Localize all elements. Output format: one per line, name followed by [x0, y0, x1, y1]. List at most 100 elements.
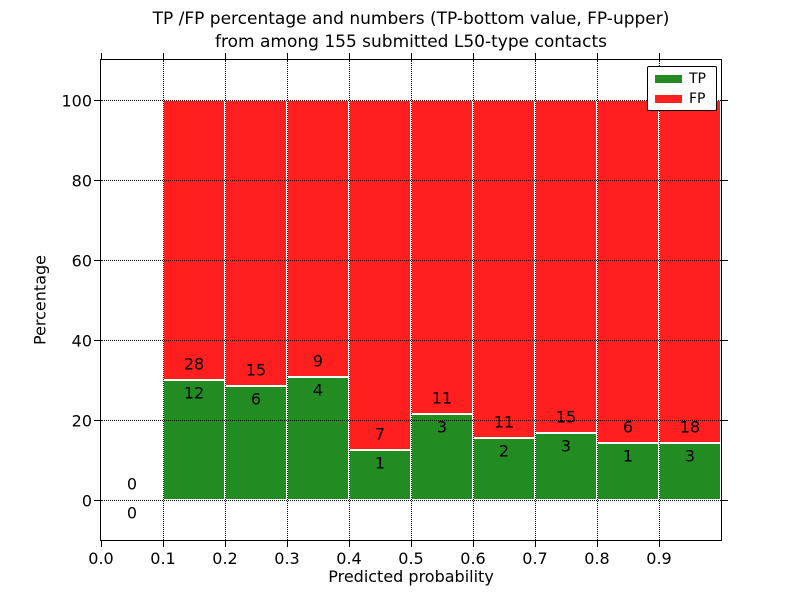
y-tick-mark-right — [722, 340, 728, 341]
y-tick-mark-left — [94, 260, 100, 261]
x-tick-mark-top — [225, 53, 226, 59]
grid-line-v — [659, 60, 660, 540]
legend-label-tp: TP — [689, 70, 706, 87]
bar-count-label-fp: 28 — [183, 354, 205, 374]
y-tick-mark-right — [722, 100, 728, 101]
y-tick-mark-left — [94, 100, 100, 101]
bar-segment-fp — [349, 100, 411, 450]
bar-count-label-tp: 2 — [498, 441, 510, 461]
y-tick-mark-right — [722, 260, 728, 261]
chart-title-line2: from among 155 submitted L50-type contac… — [215, 32, 607, 52]
y-tick-mark-left — [94, 340, 100, 341]
y-tick-label: 100 — [61, 91, 92, 111]
bar-segment-tp — [349, 450, 411, 500]
bar-count-label-fp: 11 — [493, 412, 515, 432]
x-tick-mark-top — [659, 53, 660, 59]
x-tick-mark-top — [163, 53, 164, 59]
x-tick-mark-top — [411, 53, 412, 59]
bar-segment-tp — [535, 433, 597, 500]
legend-swatch-tp — [655, 74, 682, 83]
bar-count-label-fp: 15 — [555, 407, 577, 427]
y-tick-mark-left — [94, 420, 100, 421]
bar-count-label-tp: 4 — [312, 380, 324, 400]
x-tick-mark-bottom — [411, 541, 412, 547]
grid-line-v — [163, 60, 164, 540]
grid-line-v — [473, 60, 474, 540]
x-tick-mark-bottom — [287, 541, 288, 547]
bar-count-label-fp: 15 — [245, 360, 267, 380]
bar-count-label-fp: 18 — [679, 417, 701, 437]
bar-segment-fp — [659, 100, 721, 443]
bar-segment-fp — [163, 100, 225, 380]
y-tick-label: 40 — [71, 331, 92, 351]
x-tick-mark-bottom — [225, 541, 226, 547]
x-axis-label: Predicted probability — [328, 567, 494, 586]
bar-count-label-tp: 3 — [436, 417, 448, 437]
x-tick-mark-bottom — [473, 541, 474, 547]
bar-count-label-tp: 3 — [560, 436, 572, 456]
grid-line-v — [597, 60, 598, 540]
bar-segment-fp — [411, 100, 473, 415]
x-tick-label: 0.0 — [88, 549, 114, 568]
bar-count-label-fp: 9 — [312, 351, 324, 371]
bar-segment-fp — [473, 100, 535, 439]
x-tick-mark-bottom — [597, 541, 598, 547]
legend-swatch-fp — [655, 94, 682, 103]
bar-count-label-fp: 11 — [431, 388, 453, 408]
x-tick-mark-top — [535, 53, 536, 59]
legend-entry-tp: TP — [655, 71, 716, 87]
y-tick-mark-left — [94, 180, 100, 181]
x-tick-mark-top — [101, 53, 102, 59]
y-tick-mark-right — [722, 420, 728, 421]
bar-count-label-tp: 1 — [622, 446, 634, 466]
x-tick-label: 0.9 — [646, 549, 672, 568]
x-tick-mark-bottom — [535, 541, 536, 547]
x-tick-label: 0.3 — [274, 549, 300, 568]
bar-segment-tp — [473, 438, 535, 500]
grid-line-v — [349, 60, 350, 540]
x-tick-label: 0.2 — [212, 549, 238, 568]
x-tick-mark-top — [473, 53, 474, 59]
chart-title: TP /FP percentage and numbers (TP-bottom… — [100, 8, 722, 54]
chart-title-line1: TP /FP percentage and numbers (TP-bottom… — [152, 9, 670, 29]
grid-line-v — [411, 60, 412, 540]
bar-count-label-tp: 0 — [126, 503, 138, 523]
legend-entry-fp: FP — [655, 91, 716, 107]
y-tick-label: 0 — [81, 491, 92, 511]
y-tick-mark-left — [94, 500, 100, 501]
bar-count-label-tp: 12 — [183, 383, 205, 403]
y-tick-label: 80 — [71, 171, 92, 191]
bar-segment-tp — [597, 442, 659, 500]
legend-label-fp: FP — [689, 90, 706, 107]
bar-count-label-tp: 6 — [250, 389, 262, 409]
bar-segment-fp — [535, 100, 597, 434]
x-tick-label: 0.4 — [336, 549, 362, 568]
x-tick-label: 0.1 — [150, 549, 176, 568]
bar-count-label-fp: 6 — [622, 417, 634, 437]
y-tick-mark-right — [722, 500, 728, 501]
bar-segment-tp — [659, 442, 721, 500]
x-tick-mark-bottom — [163, 541, 164, 547]
bar-segment-fp — [597, 100, 659, 443]
bar-count-label-fp: 7 — [374, 424, 386, 444]
x-tick-label: 0.6 — [460, 549, 486, 568]
x-tick-label: 0.5 — [398, 549, 424, 568]
x-tick-label: 0.7 — [522, 549, 548, 568]
grid-line-v — [225, 60, 226, 540]
x-tick-mark-top — [597, 53, 598, 59]
grid-line-v — [535, 60, 536, 540]
y-tick-label: 20 — [71, 411, 92, 431]
x-tick-mark-bottom — [349, 541, 350, 547]
y-tick-label: 60 — [71, 251, 92, 271]
bar-segment-fp — [225, 100, 287, 386]
x-tick-label: 0.8 — [584, 549, 610, 568]
x-tick-mark-bottom — [101, 541, 102, 547]
bar-count-label-tp: 1 — [374, 453, 386, 473]
bar-count-label-tp: 3 — [684, 446, 696, 466]
x-tick-mark-top — [349, 53, 350, 59]
legend: TP FP — [647, 66, 717, 111]
x-tick-mark-top — [287, 53, 288, 59]
y-tick-mark-right — [722, 180, 728, 181]
x-tick-mark-bottom — [659, 541, 660, 547]
